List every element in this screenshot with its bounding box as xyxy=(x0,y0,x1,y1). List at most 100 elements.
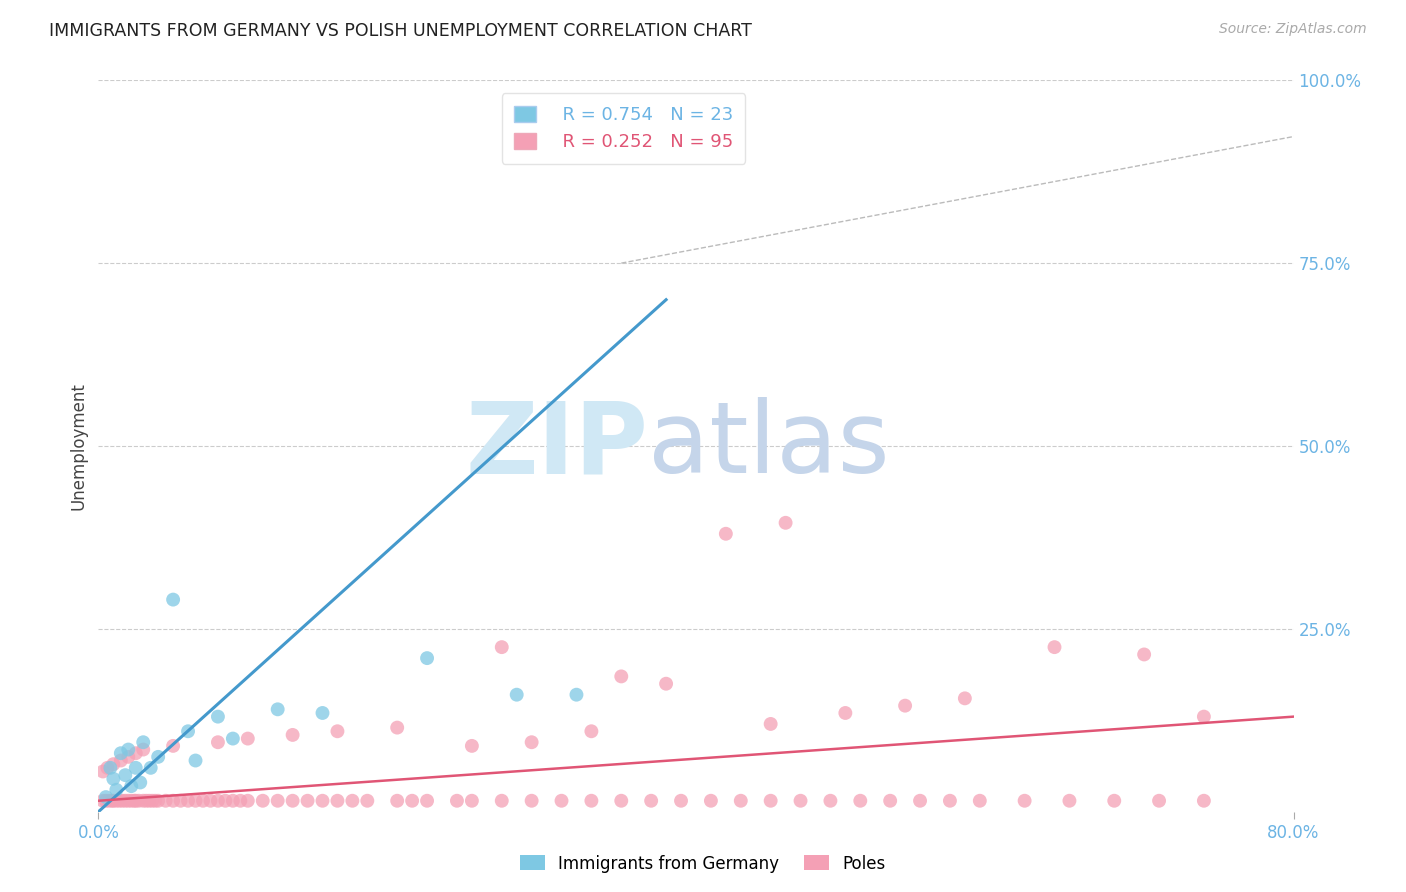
Point xyxy=(953,691,976,706)
Point xyxy=(1192,709,1215,723)
Point xyxy=(311,706,333,720)
Point xyxy=(1192,794,1215,808)
Point xyxy=(1104,794,1126,808)
Text: IMMIGRANTS FROM GERMANY VS POLISH UNEMPLOYMENT CORRELATION CHART: IMMIGRANTS FROM GERMANY VS POLISH UNEMPL… xyxy=(49,22,752,40)
Point xyxy=(148,794,170,808)
Point xyxy=(1043,640,1066,655)
Point xyxy=(252,794,274,808)
Point xyxy=(143,794,166,808)
Text: atlas: atlas xyxy=(648,398,890,494)
Point xyxy=(461,739,484,753)
Point xyxy=(141,794,163,808)
Point xyxy=(108,794,131,808)
Point xyxy=(297,794,319,808)
Point xyxy=(139,761,162,775)
Point xyxy=(120,779,142,793)
Point xyxy=(969,794,991,808)
Point xyxy=(342,794,364,808)
Point xyxy=(132,742,155,756)
Point xyxy=(759,717,782,731)
Point xyxy=(97,794,120,808)
Point xyxy=(103,772,125,786)
Point xyxy=(669,794,692,808)
Point xyxy=(908,794,931,808)
Point xyxy=(581,794,603,808)
Point xyxy=(96,761,118,775)
Point xyxy=(714,526,737,541)
Point xyxy=(124,794,146,808)
Point xyxy=(326,724,349,739)
Point xyxy=(461,794,484,808)
Point xyxy=(105,782,128,797)
Point xyxy=(1147,794,1170,808)
Legend: Immigrants from Germany, Poles: Immigrants from Germany, Poles xyxy=(513,848,893,880)
Point xyxy=(326,794,349,808)
Point xyxy=(311,794,333,808)
Point xyxy=(111,794,134,808)
Point xyxy=(184,754,207,768)
Point xyxy=(939,794,962,808)
Point xyxy=(491,640,513,655)
Point xyxy=(356,794,378,808)
Point xyxy=(281,728,304,742)
Point xyxy=(550,794,572,808)
Point xyxy=(117,742,139,756)
Point xyxy=(820,794,842,808)
Point xyxy=(267,794,290,808)
Point xyxy=(120,794,142,808)
Point xyxy=(236,794,259,808)
Point xyxy=(849,794,872,808)
Point xyxy=(125,746,148,760)
Point xyxy=(94,794,117,808)
Point xyxy=(207,709,229,723)
Point xyxy=(520,735,543,749)
Point xyxy=(446,794,468,808)
Point xyxy=(191,794,214,808)
Point xyxy=(565,688,588,702)
Point xyxy=(581,724,603,739)
Point xyxy=(135,794,157,808)
Point xyxy=(114,794,136,808)
Point xyxy=(789,794,811,808)
Point xyxy=(610,794,633,808)
Point xyxy=(759,794,782,808)
Point xyxy=(267,702,290,716)
Point xyxy=(162,794,184,808)
Point xyxy=(117,749,139,764)
Point xyxy=(155,794,177,808)
Point xyxy=(148,749,170,764)
Point xyxy=(91,794,114,808)
Point xyxy=(98,761,122,775)
Point xyxy=(128,794,150,808)
Point xyxy=(401,794,423,808)
Point xyxy=(700,794,723,808)
Point xyxy=(640,794,662,808)
Point xyxy=(834,706,856,720)
Point xyxy=(207,794,229,808)
Point xyxy=(385,721,409,735)
Point xyxy=(655,676,678,690)
Y-axis label: Unemployment: Unemployment xyxy=(69,382,87,510)
Point xyxy=(94,790,117,805)
Point xyxy=(132,735,155,749)
Point xyxy=(229,794,252,808)
Point xyxy=(91,764,114,779)
Point xyxy=(281,794,304,808)
Point xyxy=(125,761,148,775)
Point xyxy=(610,669,633,683)
Point xyxy=(125,794,148,808)
Legend:   R = 0.754   N = 23,   R = 0.252   N = 95: R = 0.754 N = 23, R = 0.252 N = 95 xyxy=(502,93,745,164)
Point xyxy=(132,794,155,808)
Point xyxy=(214,794,236,808)
Point xyxy=(177,724,200,739)
Point xyxy=(222,794,245,808)
Point xyxy=(1133,648,1156,662)
Point xyxy=(162,739,184,753)
Point xyxy=(207,735,229,749)
Point xyxy=(416,794,439,808)
Point xyxy=(491,794,513,808)
Point xyxy=(200,794,222,808)
Point xyxy=(879,794,901,808)
Point xyxy=(105,794,128,808)
Point xyxy=(520,794,543,808)
